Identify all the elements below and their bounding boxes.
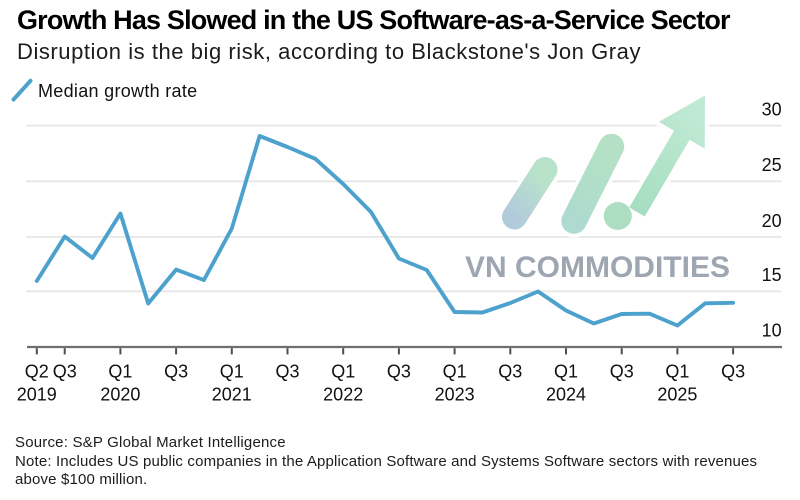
svg-text:2022: 2022 [323,384,363,404]
svg-text:Q1: Q1 [554,362,578,382]
svg-text:Q1: Q1 [108,362,132,382]
svg-text:15: 15 [762,265,782,285]
svg-text:2025: 2025 [657,384,697,404]
svg-text:Q3: Q3 [498,362,522,382]
svg-text:2020: 2020 [100,384,140,404]
svg-text:20: 20 [762,211,782,231]
svg-text:Q3: Q3 [721,362,745,382]
svg-text:Q3: Q3 [164,362,188,382]
svg-text:Q3: Q3 [610,362,634,382]
svg-text:2023: 2023 [435,384,475,404]
svg-text:VN COMMODITIES: VN COMMODITIES [465,251,730,284]
svg-text:Q3: Q3 [387,362,411,382]
svg-text:Q1: Q1 [331,362,355,382]
svg-text:2019: 2019 [17,384,57,404]
svg-text:Q3: Q3 [53,362,77,382]
svg-text:2024: 2024 [546,384,586,404]
svg-text:2021: 2021 [212,384,252,404]
svg-text:25: 25 [762,155,782,175]
svg-text:Q1: Q1 [665,362,689,382]
svg-text:10: 10 [762,320,782,340]
svg-text:Q2: Q2 [25,362,49,382]
svg-text:30: 30 [762,100,782,120]
svg-text:Q1: Q1 [220,362,244,382]
svg-text:Q3: Q3 [275,362,299,382]
svg-text:Q1: Q1 [443,362,467,382]
